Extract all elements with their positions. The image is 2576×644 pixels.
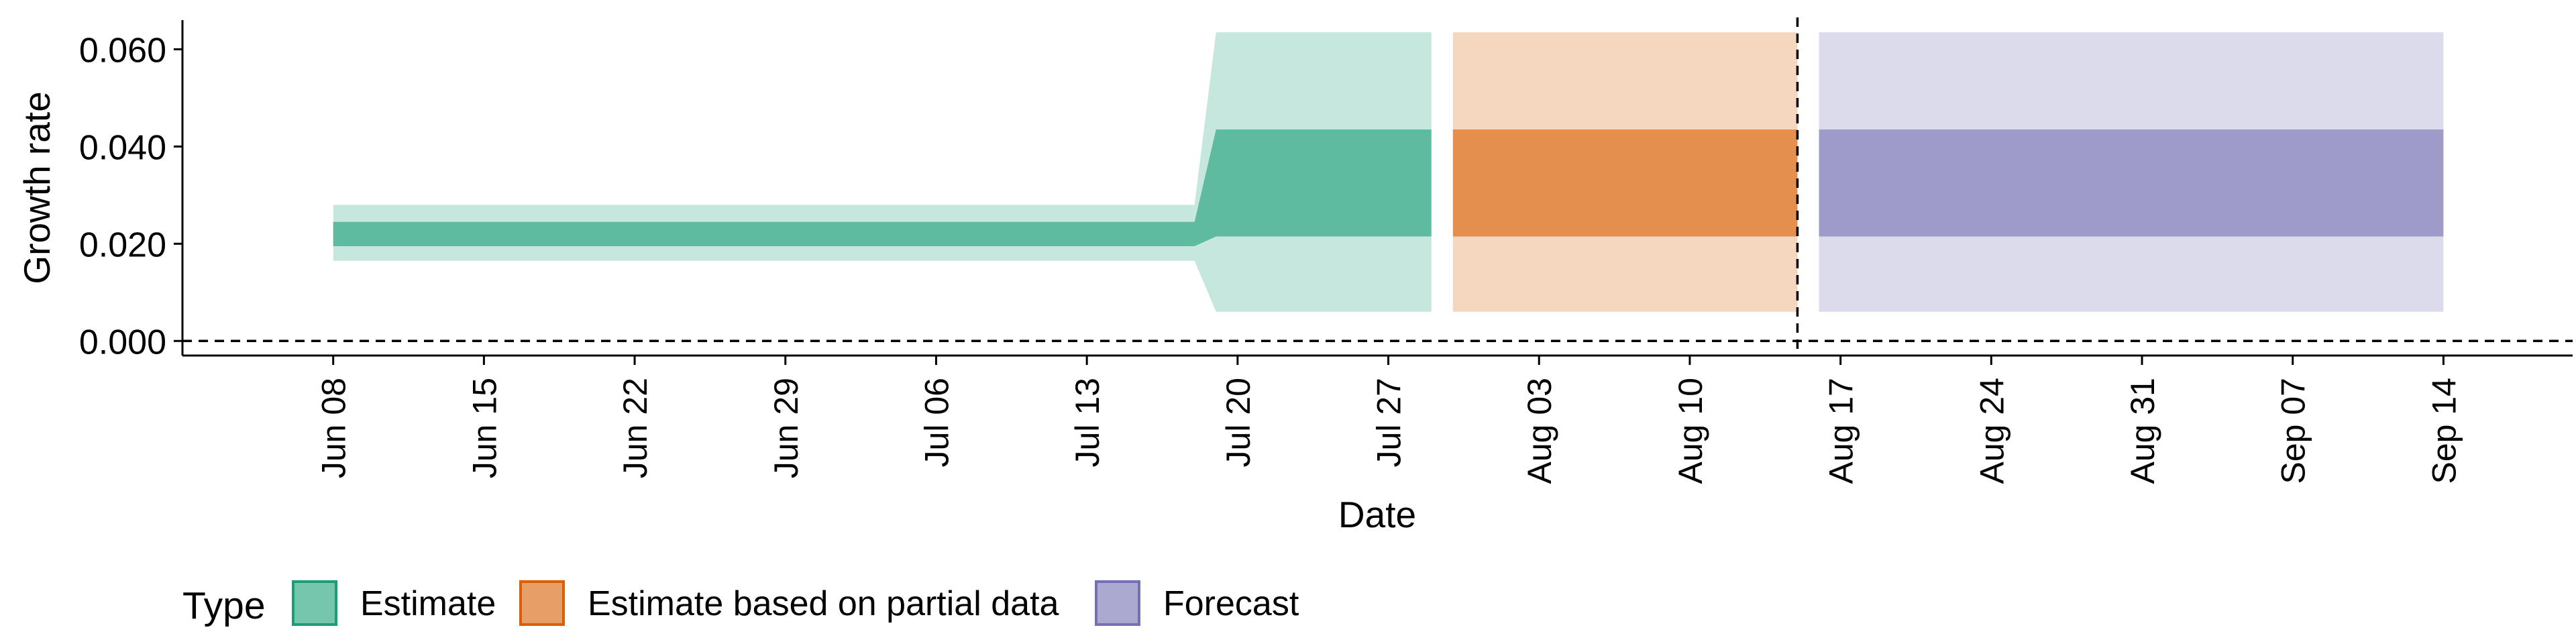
ribbon-layer — [333, 32, 2444, 312]
x-tick-label: Aug 24 — [1973, 378, 2010, 484]
y-tick-label: 0.040 — [79, 128, 166, 167]
x-tick-label: Jun 22 — [616, 378, 654, 478]
x-tick-label: Jun 15 — [466, 378, 503, 478]
y-axis-title: Growth rate — [16, 91, 58, 284]
x-tick-label: Jul 06 — [918, 378, 955, 467]
x-tick-label: Jul 20 — [1220, 378, 1257, 467]
x-tick-label: Aug 17 — [1823, 378, 1860, 484]
reference-lines — [182, 17, 2573, 356]
x-tick-label: Sep 07 — [2275, 378, 2312, 484]
estimate-inner-interval — [333, 129, 1432, 246]
legend-label-estimate-based-on-partial-data: Estimate based on partial data — [588, 584, 1059, 623]
x-axis-ticks: Jun 08 Jun 15 Jun 22 Jun 29 Jul 06 Jul 13 Jul … — [315, 356, 2463, 484]
x-tick-label: Jul 27 — [1371, 378, 1408, 467]
legend: Type Estimate Estimate based on partial d… — [182, 580, 1299, 627]
x-tick-label: Jun 29 — [767, 378, 805, 478]
y-tick-label: 0.060 — [79, 31, 166, 70]
legend-title: Type — [182, 584, 266, 627]
legend-label-forecast: Forecast — [1163, 584, 1299, 623]
x-tick-label: Jul 13 — [1069, 378, 1106, 467]
y-tick-label: 0.020 — [79, 225, 166, 264]
y-tick-label: 0.000 — [79, 323, 166, 362]
legend-swatch-forecast — [1095, 580, 1140, 626]
forecast-inner-interval — [1819, 129, 2444, 237]
legend-label-estimate: Estimate — [360, 584, 496, 623]
axes — [181, 20, 2573, 357]
legend-swatch-estimate — [292, 580, 337, 626]
x-tick-label: Aug 31 — [2124, 378, 2161, 484]
y-axis-ticks: 0.000 0.020 0.040 0.060 — [79, 31, 182, 362]
x-tick-label: Sep 14 — [2425, 378, 2463, 484]
x-tick-label: Aug 10 — [1672, 378, 1709, 484]
x-axis-title: Date — [1338, 494, 1416, 535]
estimate-based-on-partial-data-inner-interval — [1452, 129, 1798, 237]
legend-swatch-estimate-based-on-partial-data — [519, 580, 565, 626]
x-tick-label: Aug 03 — [1521, 378, 1558, 484]
x-tick-label: Jun 08 — [315, 378, 353, 478]
